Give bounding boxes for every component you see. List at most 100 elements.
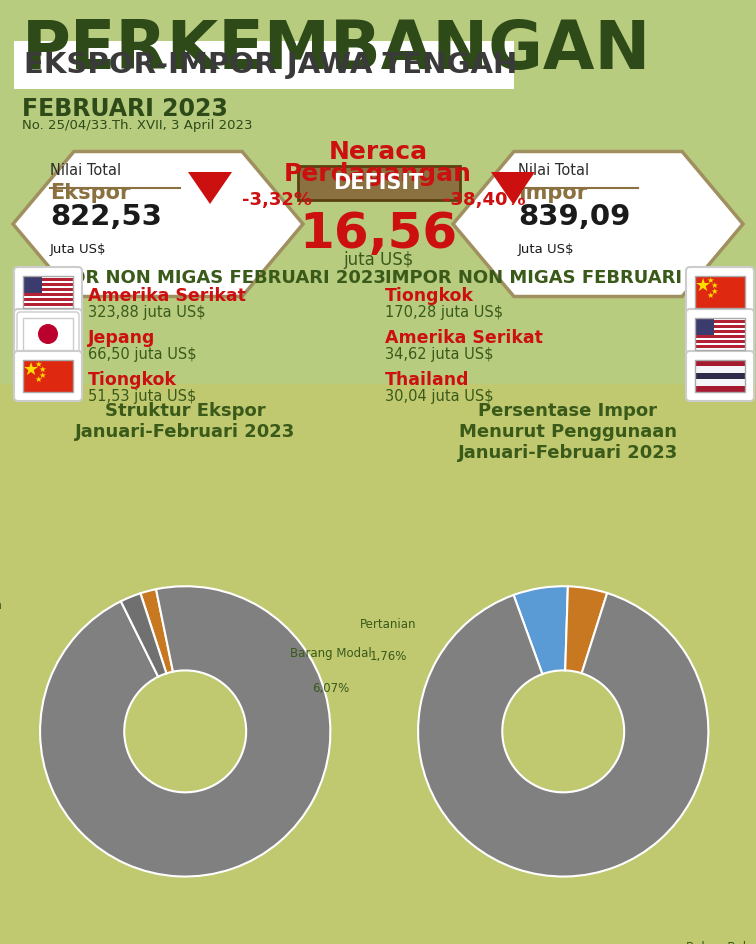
Text: 66,50 juta US$: 66,50 juta US$ bbox=[88, 347, 197, 362]
Text: Struktur Ekspor
Januari-Februari 2023: Struktur Ekspor Januari-Februari 2023 bbox=[75, 401, 295, 440]
Text: 170,28 juta US$: 170,28 juta US$ bbox=[385, 305, 503, 320]
Bar bbox=[695, 324, 745, 326]
Text: Juta US$: Juta US$ bbox=[50, 243, 107, 256]
Wedge shape bbox=[513, 586, 568, 674]
Wedge shape bbox=[141, 594, 166, 674]
Bar bbox=[695, 319, 745, 321]
Text: 30,04 juta US$: 30,04 juta US$ bbox=[385, 389, 494, 404]
Text: No. 25/04/33.Th. XVII, 3 April 2023: No. 25/04/33.Th. XVII, 3 April 2023 bbox=[22, 119, 253, 132]
Bar bbox=[23, 277, 73, 279]
Text: ★: ★ bbox=[39, 370, 46, 379]
Polygon shape bbox=[453, 152, 743, 297]
Bar bbox=[695, 374, 745, 379]
Wedge shape bbox=[40, 586, 330, 877]
Text: Neraca: Neraca bbox=[328, 140, 428, 164]
Text: Amerika Serikat: Amerika Serikat bbox=[385, 329, 543, 346]
Bar bbox=[695, 348, 745, 350]
Text: ★: ★ bbox=[710, 280, 717, 289]
Text: DEFISIT: DEFISIT bbox=[333, 173, 423, 193]
Bar bbox=[695, 379, 745, 386]
Text: Thailand: Thailand bbox=[385, 371, 469, 389]
Bar bbox=[695, 277, 745, 309]
FancyBboxPatch shape bbox=[686, 268, 754, 318]
Bar bbox=[695, 333, 745, 336]
Text: ★: ★ bbox=[706, 291, 714, 300]
Text: -38,40%: -38,40% bbox=[443, 191, 525, 209]
Bar bbox=[23, 277, 42, 294]
Text: EKSPOR-IMPOR JAWA TENGAH: EKSPOR-IMPOR JAWA TENGAH bbox=[24, 51, 517, 79]
Text: 6,07%: 6,07% bbox=[312, 681, 349, 694]
Text: ★: ★ bbox=[710, 287, 717, 295]
Bar bbox=[23, 287, 73, 289]
Text: Pertanian: Pertanian bbox=[360, 617, 417, 631]
Bar bbox=[695, 344, 745, 346]
Bar bbox=[23, 361, 73, 393]
Bar bbox=[695, 367, 745, 374]
Bar bbox=[0, 0, 756, 384]
Bar bbox=[23, 319, 73, 350]
Text: 839,09: 839,09 bbox=[518, 203, 631, 230]
Polygon shape bbox=[491, 173, 535, 205]
Text: Nilai Total: Nilai Total bbox=[50, 162, 121, 177]
Wedge shape bbox=[565, 586, 607, 674]
Text: Juta US$: Juta US$ bbox=[518, 243, 575, 256]
FancyBboxPatch shape bbox=[686, 310, 754, 360]
Bar bbox=[695, 329, 745, 331]
Text: 822,53: 822,53 bbox=[50, 203, 162, 230]
Polygon shape bbox=[188, 173, 232, 205]
Text: 16,56: 16,56 bbox=[299, 210, 457, 258]
Text: Perdagangan: Perdagangan bbox=[284, 161, 472, 186]
Wedge shape bbox=[418, 594, 708, 877]
FancyBboxPatch shape bbox=[686, 351, 754, 401]
Text: 34,62 juta US$: 34,62 juta US$ bbox=[385, 347, 494, 362]
Bar bbox=[14, 42, 514, 90]
Text: juta US$: juta US$ bbox=[342, 251, 414, 269]
Text: 1,76%: 1,76% bbox=[370, 649, 407, 662]
Text: Amerika Serikat: Amerika Serikat bbox=[88, 287, 246, 305]
Text: ★: ★ bbox=[706, 276, 714, 285]
Text: Jepang: Jepang bbox=[88, 329, 156, 346]
Text: PERKEMBANGAN: PERKEMBANGAN bbox=[22, 17, 651, 83]
Bar bbox=[23, 292, 73, 294]
Bar bbox=[0, 384, 756, 944]
Bar bbox=[23, 277, 73, 309]
Bar bbox=[23, 301, 73, 304]
FancyBboxPatch shape bbox=[14, 351, 82, 401]
Text: ★: ★ bbox=[39, 364, 46, 373]
Text: FEBRUARI 2023: FEBRUARI 2023 bbox=[22, 97, 228, 121]
Bar bbox=[695, 361, 745, 393]
Bar bbox=[23, 296, 73, 299]
Bar bbox=[695, 319, 745, 350]
Text: -3,32%: -3,32% bbox=[242, 191, 312, 209]
Wedge shape bbox=[121, 594, 166, 677]
Bar bbox=[695, 277, 745, 309]
Text: 323,88 juta US$: 323,88 juta US$ bbox=[88, 305, 206, 320]
Text: Barang Modal: Barang Modal bbox=[290, 647, 372, 659]
Text: IMPOR NON MIGAS FEBRUARI 2023: IMPOR NON MIGAS FEBRUARI 2023 bbox=[385, 269, 739, 287]
Text: ★: ★ bbox=[23, 361, 39, 379]
FancyBboxPatch shape bbox=[14, 268, 82, 318]
Bar bbox=[23, 281, 73, 284]
Bar bbox=[298, 167, 460, 201]
Text: Ekspor: Ekspor bbox=[50, 183, 130, 203]
Bar bbox=[23, 277, 73, 309]
Text: Tiongkok: Tiongkok bbox=[385, 287, 474, 305]
Circle shape bbox=[39, 326, 57, 344]
Text: ★: ★ bbox=[34, 375, 42, 383]
Text: Pertambangan dan
Lainnya: Pertambangan dan Lainnya bbox=[0, 598, 2, 626]
Bar bbox=[23, 319, 73, 350]
Bar bbox=[23, 306, 73, 309]
Bar bbox=[695, 319, 745, 350]
Polygon shape bbox=[13, 152, 303, 297]
Bar bbox=[695, 361, 745, 367]
Text: Tiongkok: Tiongkok bbox=[88, 371, 177, 389]
Text: Impor: Impor bbox=[518, 183, 587, 203]
Text: Bahan Baku/: Bahan Baku/ bbox=[686, 939, 756, 944]
Text: Nilai Total: Nilai Total bbox=[518, 162, 589, 177]
Bar bbox=[695, 338, 745, 341]
Bar bbox=[695, 386, 745, 393]
Text: ★: ★ bbox=[695, 277, 711, 295]
Bar bbox=[695, 319, 714, 336]
FancyBboxPatch shape bbox=[14, 310, 82, 360]
Wedge shape bbox=[141, 590, 173, 674]
